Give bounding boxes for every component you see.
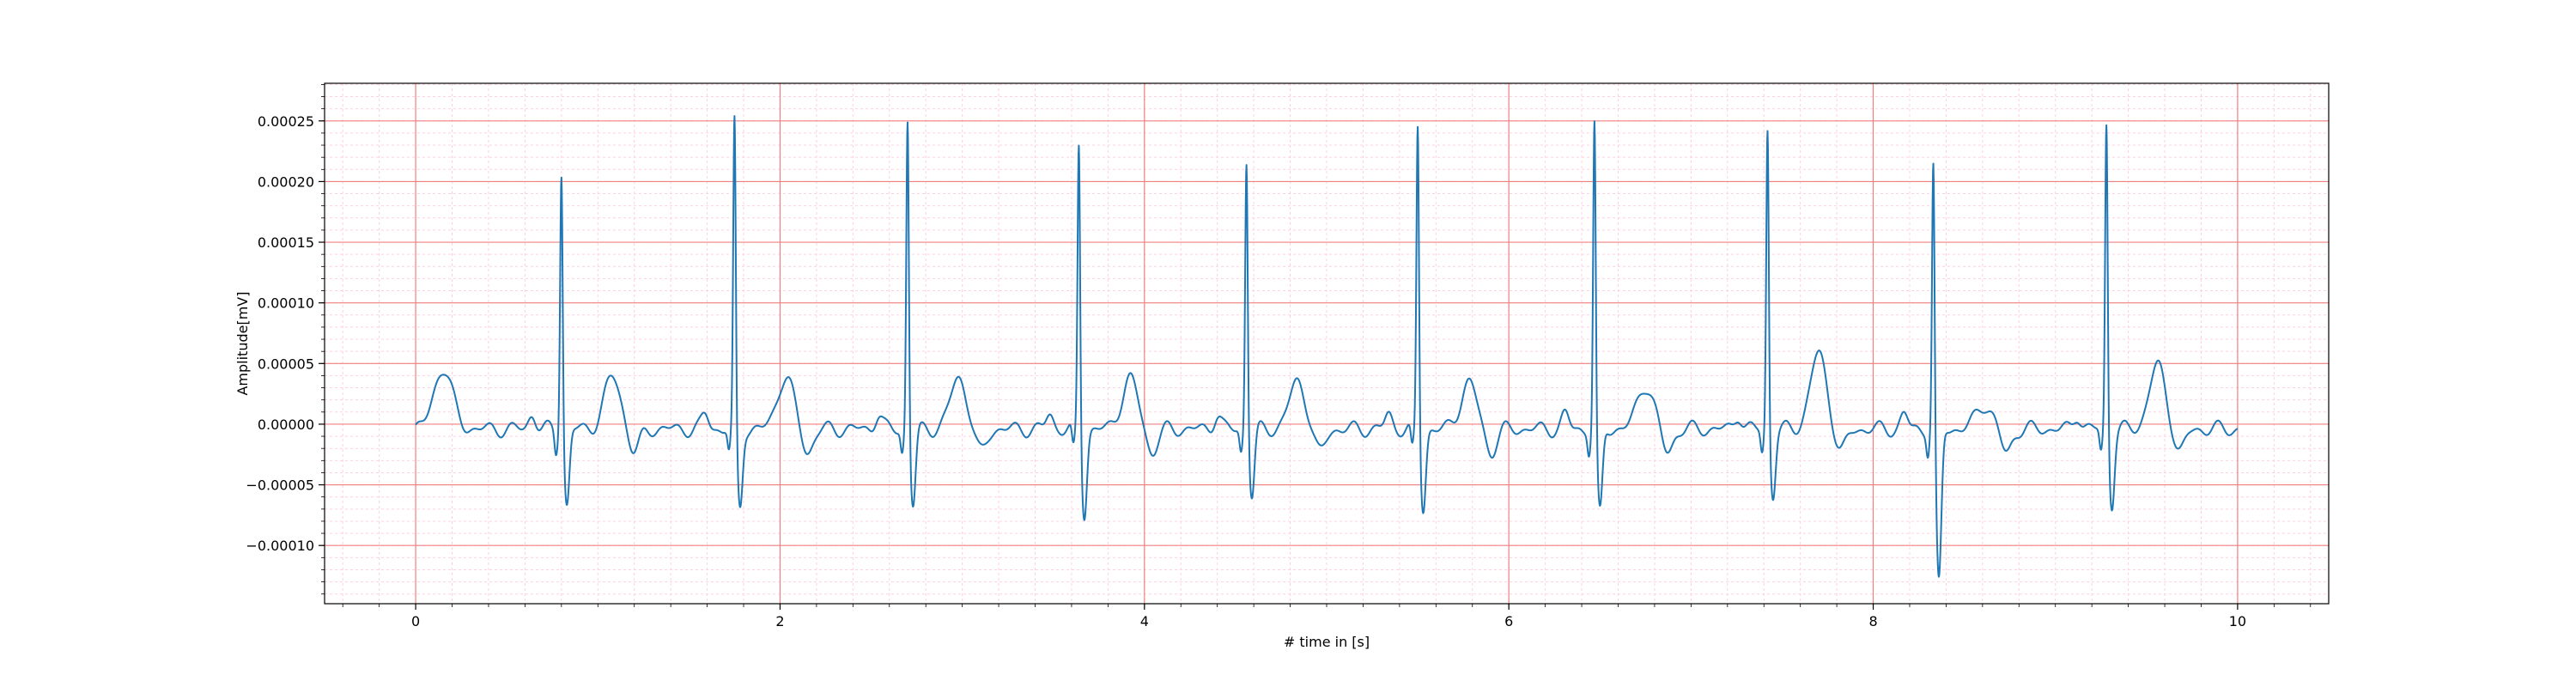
tick-layer: 0 2 4 6 8 10 −0.00010 −0.00005 0.00000 0.00005 0.0…: [246, 84, 2312, 629]
x-axis-label: # time in [s]: [1284, 634, 1370, 650]
minor-grid: [325, 83, 2329, 604]
x-tick-label: 10: [2229, 613, 2246, 629]
x-tick-label: 6: [1504, 613, 1513, 629]
x-tick-label: 8: [1868, 613, 1877, 629]
y-tick-label: 0.00015: [258, 234, 314, 251]
y-tick-label: −0.00010: [246, 538, 314, 554]
y-axis-label: Amplitude[mV]: [234, 291, 251, 395]
y-tick-label: 0.00020: [258, 173, 314, 190]
x-tick-label: 0: [411, 613, 420, 629]
x-tick-label: 4: [1140, 613, 1149, 629]
x-tick-label: 2: [775, 613, 784, 629]
ecg-signal-line: [415, 115, 2239, 578]
y-tick-label: −0.00005: [246, 477, 314, 494]
y-tick-label: 0.00000: [258, 416, 314, 433]
series-layer: [415, 108, 2239, 578]
y-tick-label: 0.00005: [258, 356, 314, 372]
y-tick-label: 0.00010: [258, 295, 314, 312]
major-grid: [325, 83, 2329, 604]
y-tick-label: 0.00025: [258, 113, 314, 130]
